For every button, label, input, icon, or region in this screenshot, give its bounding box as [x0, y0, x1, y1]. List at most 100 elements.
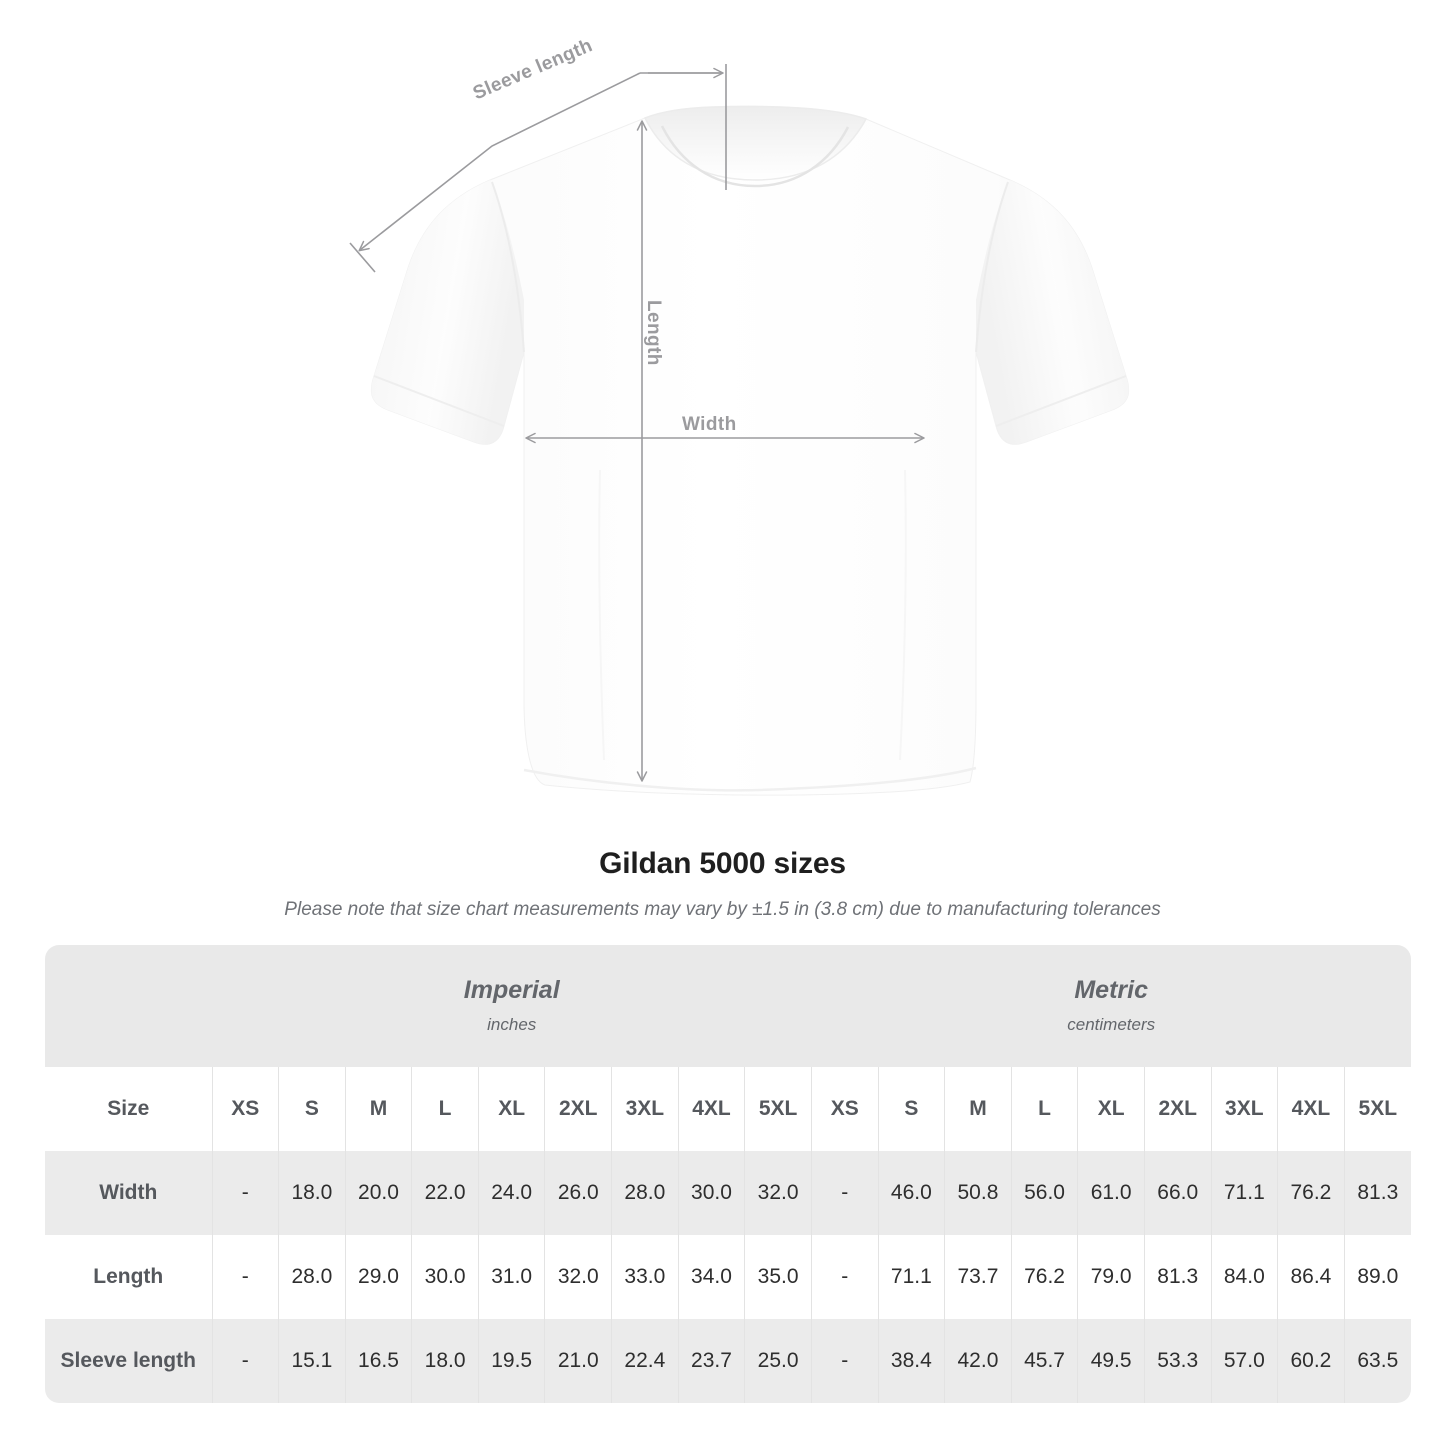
cell-value: 71.1	[1210, 1151, 1278, 1235]
cell-value: 71.1	[877, 1235, 945, 1319]
tshirt-diagram: Sleeve length Length Width	[349, 35, 1130, 796]
size-column-header-1: S	[278, 1067, 346, 1151]
table-row: Width -18.0 20.0 22.0 24.0 26.0 28.0 30.0 32.0-4…	[45, 1151, 1411, 1235]
cell-value: 23.7	[677, 1319, 745, 1403]
cell-value: 60.2	[1277, 1319, 1345, 1403]
table-row: Sleeve length -15.1 16.5 18.0 19.5 21.0 22.4 23…	[45, 1319, 1411, 1403]
cell-value: 76.2	[1010, 1235, 1078, 1319]
size-column-header-10: S	[877, 1067, 945, 1151]
size-column-header-15: 3XL	[1210, 1067, 1278, 1151]
cell-value: 76.2	[1277, 1151, 1345, 1235]
size-column-header-5: 2XL	[544, 1067, 612, 1151]
cell-value: 28.0	[278, 1235, 346, 1319]
cell-value: 79.0	[1077, 1235, 1145, 1319]
cell-value: 86.4	[1277, 1235, 1345, 1319]
unit-group-metric: Metric centimeters	[811, 945, 1411, 1067]
sleeve-length-line	[358, 72, 641, 252]
size-column-header-8: 5XL	[744, 1067, 812, 1151]
size-table: Imperial inches Metric centimeters Size XS S M…	[45, 945, 1411, 1403]
width-dimension-label: Width	[682, 414, 737, 435]
cell-value: 19.5	[477, 1319, 545, 1403]
cell-value: 32.0	[744, 1151, 812, 1235]
size-column-header-13: XL	[1077, 1067, 1145, 1151]
size-column-header-17: 5XL	[1343, 1067, 1411, 1151]
cell-value: 29.0	[344, 1235, 412, 1319]
cell-value: 42.0	[944, 1319, 1012, 1403]
unit-band-corner	[45, 945, 212, 1067]
cell-value: 56.0	[1010, 1151, 1078, 1235]
cell-value: 57.0	[1210, 1319, 1278, 1403]
cell-value: 21.0	[544, 1319, 612, 1403]
size-column-header-11: M	[944, 1067, 1012, 1151]
unit-group-imperial: Imperial inches	[212, 945, 812, 1067]
cell-value: 63.5	[1343, 1319, 1411, 1403]
cell-value: 30.0	[677, 1151, 745, 1235]
cell-value: 34.0	[677, 1235, 745, 1319]
tolerance-note: Please note that size chart measurements…	[284, 899, 1161, 920]
size-column-header-12: L	[1010, 1067, 1078, 1151]
dimension-lines	[349, 64, 925, 782]
cell-value: 66.0	[1143, 1151, 1212, 1235]
cell-value: 31.0	[477, 1235, 545, 1319]
size-column-header-16: 4XL	[1277, 1067, 1345, 1151]
cell-value: 33.0	[611, 1235, 679, 1319]
cell-value: -	[810, 1235, 879, 1319]
row-label-length: Length	[45, 1235, 212, 1319]
cell-value: -	[211, 1235, 279, 1319]
size-column-header-4: XL	[477, 1067, 545, 1151]
cell-value: 25.0	[744, 1319, 812, 1403]
cell-value: 18.0	[411, 1319, 479, 1403]
size-table-head: Imperial inches Metric centimeters Size XS S M…	[45, 945, 1411, 1151]
cell-value: 89.0	[1343, 1235, 1411, 1319]
size-column-header-7: 4XL	[677, 1067, 745, 1151]
size-table-container: Imperial inches Metric centimeters Size XS S M…	[45, 945, 1411, 1403]
size-column-header-6: 3XL	[611, 1067, 679, 1151]
cell-value: 24.0	[477, 1151, 545, 1235]
cell-value: 35.0	[744, 1235, 812, 1319]
cell-value: 20.0	[344, 1151, 412, 1235]
title-block: Gildan 5000 sizes Please note that size …	[0, 845, 1445, 923]
cell-value: 16.5	[344, 1319, 412, 1403]
size-column-header-9: XS	[810, 1067, 879, 1151]
cell-value: 15.1	[278, 1319, 346, 1403]
cell-value: 28.0	[611, 1151, 679, 1235]
length-dimension-label: Length	[643, 300, 664, 366]
unit-group-subtitle: inches	[487, 1015, 537, 1034]
cell-value: 26.0	[544, 1151, 612, 1235]
cell-value: 22.0	[411, 1151, 479, 1235]
cell-value: 18.0	[278, 1151, 346, 1235]
cell-value: 81.3	[1143, 1235, 1212, 1319]
unit-group-subtitle: centimeters	[1067, 1015, 1156, 1034]
cell-value: 49.5	[1077, 1319, 1145, 1403]
row-label-sleeve-length: Sleeve length	[45, 1319, 212, 1403]
cell-value: -	[211, 1151, 279, 1235]
size-column-header-0: XS	[211, 1067, 279, 1151]
shirt-silhouette	[370, 105, 1130, 796]
size-header-corner: Size	[45, 1067, 212, 1151]
cell-value: 30.0	[411, 1235, 479, 1319]
cell-value: 61.0	[1077, 1151, 1145, 1235]
unit-band-row: Imperial inches Metric centimeters	[45, 945, 1411, 1067]
size-column-header-2: M	[344, 1067, 412, 1151]
cell-value: 84.0	[1210, 1235, 1278, 1319]
size-column-header-14: 2XL	[1143, 1067, 1212, 1151]
row-label-width: Width	[45, 1151, 212, 1235]
cell-value: 22.4	[611, 1319, 679, 1403]
page-title: Gildan 5000 sizes	[599, 847, 846, 880]
unit-group-name: Metric	[1074, 976, 1148, 1004]
cell-value: -	[810, 1151, 879, 1235]
cell-value: 81.3	[1343, 1151, 1411, 1235]
cell-value: 50.8	[944, 1151, 1012, 1235]
cell-value: 38.4	[877, 1319, 945, 1403]
cell-value: -	[810, 1319, 879, 1403]
cell-value: 45.7	[1010, 1319, 1078, 1403]
sleeve-tick-start	[349, 242, 376, 273]
cell-value: 32.0	[544, 1235, 612, 1319]
cell-value: 53.3	[1143, 1319, 1212, 1403]
size-table-body: Width -18.0 20.0 22.0 24.0 26.0 28.0 30.0 32.0-4…	[45, 1151, 1411, 1403]
cell-value: -	[211, 1319, 279, 1403]
size-header-row: Size XS S M L XL 2XL 3XL 4XL 5XL XS S M L XL 2XL 3XL 4XL 5…	[45, 1067, 1411, 1151]
unit-group-name: Imperial	[463, 976, 560, 1004]
tshirt-illustration	[349, 64, 1130, 796]
